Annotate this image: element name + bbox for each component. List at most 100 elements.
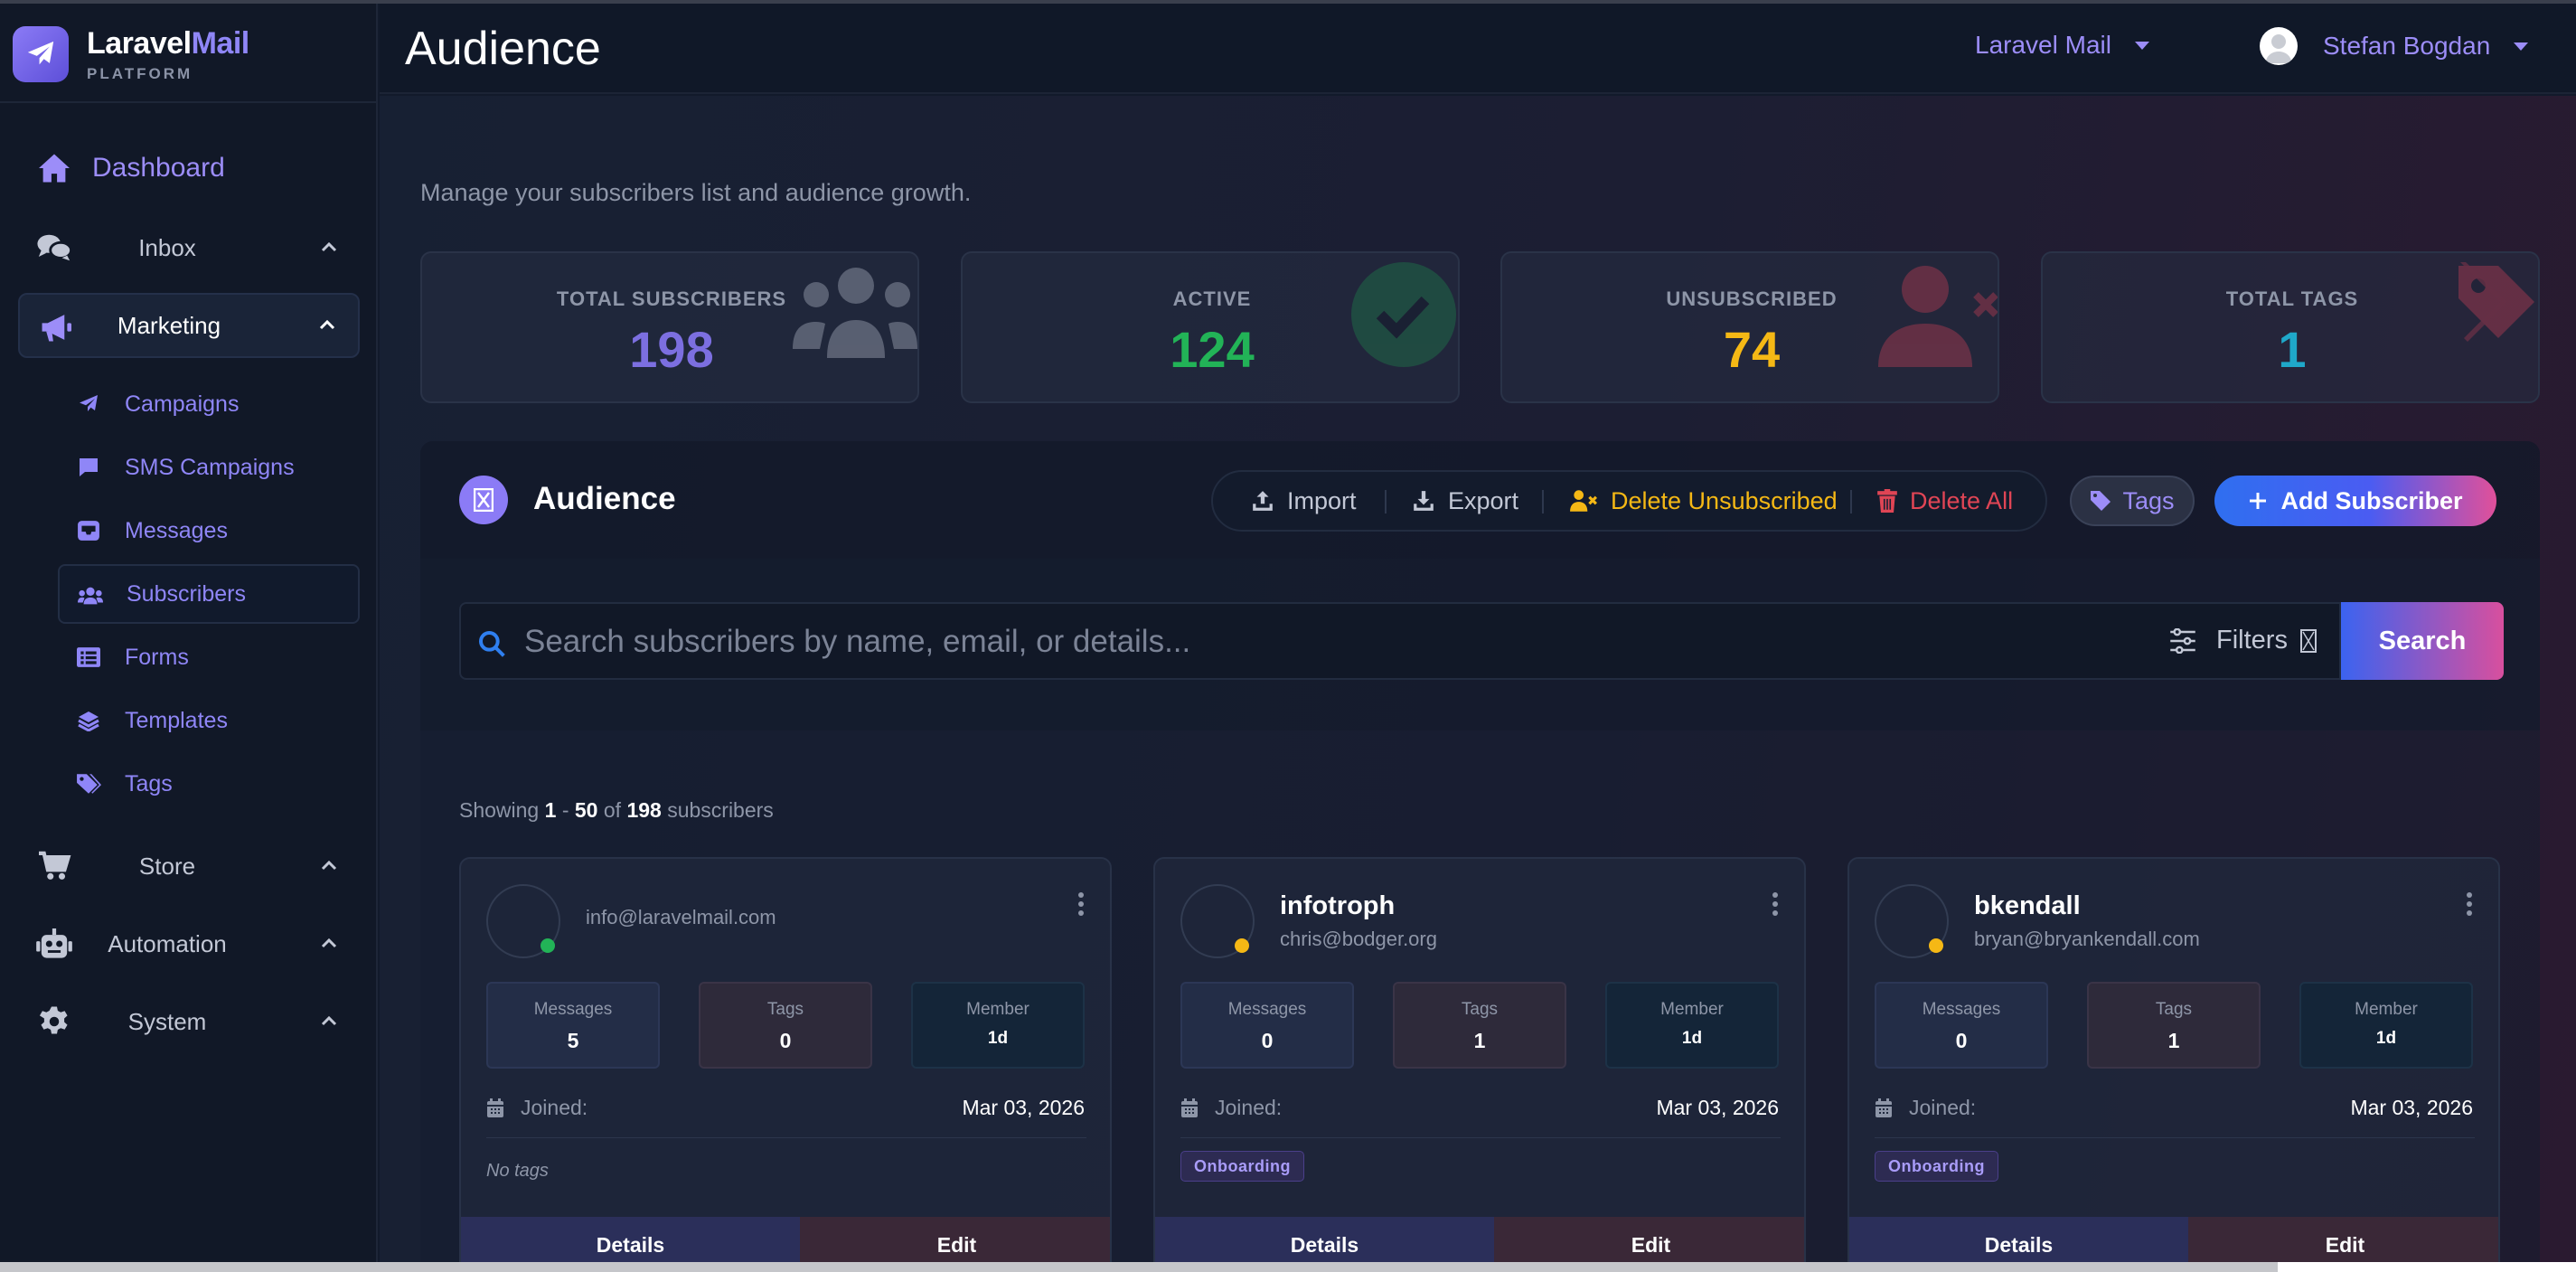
plus-icon	[2250, 493, 2267, 509]
search-button[interactable]: Search	[2341, 602, 2504, 680]
sidebar-item-messages[interactable]: Messages	[58, 501, 360, 561]
search-area: Filters Search	[420, 559, 2540, 730]
divider	[1542, 490, 1544, 514]
tag-badge[interactable]: Onboarding	[1180, 1151, 1304, 1182]
add-subscriber-button[interactable]: Add Subscriber	[2214, 476, 2496, 526]
avatar	[2260, 27, 2298, 65]
member-stat: Member 1d	[911, 982, 1085, 1069]
brand-name: LaravelMail	[87, 25, 249, 61]
sidebar-item-subscribers[interactable]: Subscribers	[58, 564, 360, 624]
brand[interactable]: LaravelMail PLATFORM	[13, 24, 249, 85]
layers-icon	[76, 709, 101, 732]
calendar-icon	[487, 1098, 503, 1117]
stat-card-total-tags: TOTAL TAGS 1	[2041, 251, 2540, 403]
joined-label: Joined:	[486, 1096, 588, 1120]
sidebar-item-label: System	[127, 1007, 207, 1035]
divider	[1875, 1137, 2475, 1138]
sidebar-group-store[interactable]: Store	[18, 834, 360, 899]
more-vertical-icon[interactable]	[1077, 891, 1085, 917]
stat-label: TOTAL SUBSCRIBERS	[556, 287, 787, 310]
calendar-icon	[1876, 1098, 1892, 1117]
sidebar-item-label: Messages	[125, 517, 228, 543]
team-switcher[interactable]: Laravel Mail	[1975, 31, 2149, 60]
cart-icon	[36, 850, 72, 882]
caret-down-icon	[2514, 42, 2529, 51]
status-indicator	[1929, 938, 1943, 953]
more-vertical-icon[interactable]	[2466, 891, 2473, 917]
joined-date: Mar 03, 2026	[1656, 1096, 1779, 1119]
tags-stat: Tags 1	[2087, 982, 2261, 1069]
subscriber-name: infotroph	[1280, 891, 1396, 920]
status-indicator	[541, 938, 555, 953]
stat-value: 198	[629, 321, 714, 378]
subscriber-card: info@laravelmail.com Messages 5 Tags 0 Mem…	[459, 857, 1112, 1272]
sidebar-group-inbox[interactable]: Inbox	[18, 215, 360, 280]
sidebar-item-label: Templates	[125, 707, 228, 733]
page-title: Audience	[405, 23, 601, 75]
user-name: Stefan Bogdan	[2323, 32, 2491, 60]
import-button[interactable]: Import	[1251, 472, 1357, 530]
bottom-edge	[2278, 1262, 2576, 1272]
filters-button[interactable]: Filters	[2169, 626, 2317, 655]
sidebar-item-templates[interactable]: Templates	[58, 691, 360, 750]
more-vertical-icon[interactable]	[1772, 891, 1779, 917]
sidebar-group-system[interactable]: System	[18, 989, 360, 1054]
sidebar-item-tags[interactable]: Tags	[58, 754, 360, 814]
sidebar-divider	[0, 101, 378, 103]
user-x-icon	[1570, 490, 1597, 512]
delete-unsubscribed-button[interactable]: Delete Unsubscribed	[1569, 472, 1838, 530]
sidebar-item-campaigns[interactable]: Campaigns	[58, 374, 360, 434]
action-group: Import Export Delete Unsubscribed Delete…	[1211, 470, 2047, 532]
user-menu[interactable]: Stefan Bogdan	[2260, 27, 2529, 65]
stat-label: TOTAL TAGS	[2225, 287, 2359, 310]
sidebar-item-forms[interactable]: Forms	[58, 627, 360, 687]
brand-subtitle: PLATFORM	[87, 64, 193, 82]
tags-icon	[2458, 262, 2534, 342]
calendar-icon	[1181, 1098, 1198, 1117]
divider	[1850, 490, 1852, 514]
stat-card-active: ACTIVE 124	[961, 251, 1460, 403]
sidebar-item-label: Inbox	[138, 233, 196, 261]
audience-panel: Audience Import Export Delete Unsubscrib…	[420, 441, 2540, 1272]
tags-button[interactable]: Tags	[2070, 476, 2195, 526]
window-top-border	[0, 0, 2576, 4]
sidebar-item-sms-campaigns[interactable]: SMS Campaigns	[58, 438, 360, 497]
tags-stat: Tags 0	[699, 982, 872, 1069]
stat-card-unsubscribed: UNSUBSCRIBED 74	[1500, 251, 1999, 403]
sidebar: LaravelMail PLATFORM Dashboard Inbox Mar…	[0, 4, 378, 1262]
sidebar-item-dashboard[interactable]: Dashboard	[18, 136, 360, 201]
list-icon	[76, 645, 101, 669]
chevron-up-icon	[321, 860, 337, 871]
chevron-up-icon	[319, 319, 335, 330]
sidebar-item-label: Campaigns	[125, 391, 240, 417]
member-stat: Member 1d	[2299, 982, 2473, 1069]
subscriber-email: info@laravelmail.com	[586, 906, 776, 928]
panel-title: Audience	[533, 481, 676, 516]
tag-badge[interactable]: Onboarding	[1875, 1151, 1998, 1182]
sidebar-group-marketing[interactable]: Marketing	[18, 293, 360, 358]
subscriber-card: bkendall bryan@bryankendall.com Messages…	[1847, 857, 2500, 1272]
sidebar-group-automation[interactable]: Automation	[18, 911, 360, 976]
export-button[interactable]: Export	[1412, 472, 1518, 530]
divider	[1180, 1137, 1781, 1138]
stat-label: ACTIVE	[1172, 287, 1252, 310]
avatar	[486, 884, 560, 958]
missing-glyph-icon	[2299, 628, 2317, 653]
stat-value: 1	[2278, 321, 2307, 378]
bottom-scrollbar[interactable]	[0, 1262, 2576, 1272]
search-input[interactable]	[524, 617, 1970, 667]
paper-plane-icon	[76, 392, 101, 416]
panel-header: Audience Import Export Delete Unsubscrib…	[420, 441, 2540, 559]
hourglass-icon	[459, 476, 508, 524]
joined-label: Joined:	[1180, 1096, 1282, 1120]
stat-label: UNSUBSCRIBED	[1666, 287, 1838, 310]
divider	[1385, 490, 1387, 514]
stat-card-total-subscribers: TOTAL SUBSCRIBERS 198	[420, 251, 919, 403]
download-icon	[1414, 491, 1434, 511]
sliders-icon	[2170, 627, 2195, 654]
joined-label: Joined:	[1875, 1096, 1976, 1120]
search-box: Filters	[459, 602, 2341, 680]
sidebar-item-label: SMS Campaigns	[125, 454, 295, 480]
delete-all-button[interactable]: Delete All	[1877, 472, 2013, 530]
users-icon	[78, 584, 103, 608]
